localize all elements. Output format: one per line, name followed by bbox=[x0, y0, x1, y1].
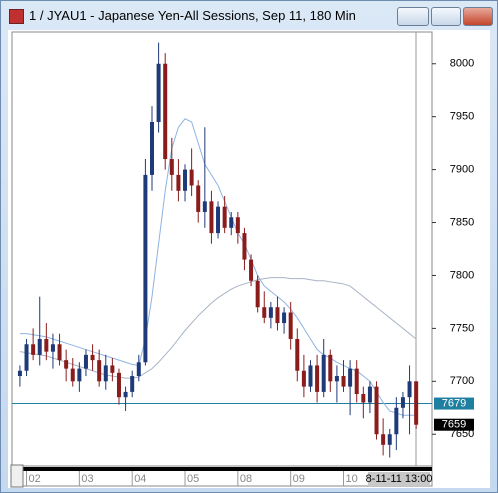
last-price-label: 7659 bbox=[442, 419, 466, 431]
candle-body bbox=[136, 362, 141, 377]
candle-body bbox=[381, 434, 386, 445]
candle-body bbox=[242, 233, 247, 260]
candle-body bbox=[90, 354, 95, 361]
candle-body bbox=[282, 312, 287, 324]
candle-body bbox=[17, 370, 22, 377]
candle-body bbox=[400, 397, 405, 408]
candle-body bbox=[367, 386, 372, 403]
y-tick-label: 8000 bbox=[450, 58, 474, 70]
candle-body bbox=[156, 63, 161, 122]
candle-body bbox=[275, 307, 280, 324]
y-tick-label: 7950 bbox=[450, 111, 474, 123]
candle-body bbox=[150, 121, 154, 175]
reference-label-box bbox=[434, 397, 474, 410]
candle-body bbox=[176, 174, 181, 191]
candle-body bbox=[334, 376, 339, 382]
candle-body bbox=[110, 365, 115, 373]
x-tick-label: 03 bbox=[81, 473, 93, 485]
plot-area bbox=[11, 31, 433, 467]
y-tick-label: 7750 bbox=[450, 322, 474, 334]
y-tick-label: 7700 bbox=[450, 375, 474, 387]
candle-body bbox=[50, 344, 55, 352]
x-tick-label: 05 bbox=[187, 473, 199, 485]
candle-body bbox=[64, 360, 69, 369]
last-price-box bbox=[434, 418, 474, 431]
candle-body bbox=[328, 354, 333, 382]
candle-body bbox=[143, 174, 148, 363]
candle-body bbox=[348, 368, 353, 387]
candle-body bbox=[361, 394, 366, 403]
candle-body bbox=[414, 381, 419, 425]
candle-body bbox=[24, 344, 29, 371]
candle-body bbox=[268, 307, 273, 318]
candle-body bbox=[288, 312, 293, 339]
y-tick-label: 7850 bbox=[450, 216, 474, 228]
candle-body bbox=[183, 169, 188, 191]
candle-body bbox=[235, 217, 240, 234]
candle-body bbox=[37, 338, 42, 355]
minimize-button[interactable] bbox=[397, 7, 429, 26]
candle-body bbox=[295, 338, 300, 371]
candle-body bbox=[262, 307, 267, 318]
x-tick-label: 08 bbox=[240, 473, 252, 485]
cursor-label: 8-11-11 13:00 bbox=[366, 473, 433, 485]
x-tick-label: 10 bbox=[346, 473, 358, 485]
x-tick-label: 09 bbox=[293, 473, 305, 485]
candle-body bbox=[130, 376, 135, 392]
candle-body bbox=[315, 365, 320, 392]
window-icon bbox=[9, 9, 24, 24]
candle-body bbox=[103, 365, 108, 382]
x-tick-label: 04 bbox=[134, 473, 146, 485]
candle-body bbox=[202, 201, 207, 212]
close-button[interactable] bbox=[463, 7, 493, 26]
candle-body bbox=[321, 354, 326, 392]
candle-body bbox=[116, 372, 121, 398]
candle-body bbox=[83, 354, 88, 369]
cursor-label-box bbox=[368, 472, 430, 486]
candle-body bbox=[407, 381, 412, 398]
candle-body bbox=[44, 338, 49, 352]
chart: 8-11-11 13:00 7650 7700 7750 7800 7850 7900 79… bbox=[8, 30, 490, 488]
candle-body bbox=[301, 370, 306, 387]
reference-label: 7679 bbox=[442, 397, 466, 409]
candle-body bbox=[341, 376, 346, 387]
candle-body bbox=[216, 206, 221, 234]
candle-body bbox=[255, 280, 260, 308]
candle-body bbox=[209, 201, 214, 234]
candle-body bbox=[169, 159, 174, 175]
candle-body bbox=[308, 365, 313, 387]
candle-body bbox=[222, 206, 227, 228]
candle-body bbox=[374, 386, 379, 435]
maximize-button[interactable] bbox=[431, 7, 461, 26]
candle-body bbox=[387, 434, 392, 445]
y-tick-label: 7900 bbox=[450, 164, 474, 176]
y-tick-label: 7650 bbox=[450, 428, 474, 440]
candle-body bbox=[189, 169, 194, 186]
candle-body bbox=[354, 368, 359, 395]
y-tick-label: 7800 bbox=[450, 269, 474, 281]
candle-body bbox=[123, 391, 128, 398]
candle-body bbox=[394, 407, 399, 435]
x-tick-label: 02 bbox=[29, 473, 41, 485]
candle-body bbox=[77, 368, 82, 382]
scroll-box[interactable] bbox=[10, 464, 24, 488]
candle-body bbox=[97, 360, 102, 382]
window-title: 1 / JYAU1 - Japanese Yen-All Sessions, S… bbox=[29, 8, 356, 23]
candle-body bbox=[57, 344, 62, 361]
time-band bbox=[12, 467, 432, 471]
candle-body bbox=[249, 259, 254, 281]
candle-body bbox=[70, 368, 75, 382]
candle-body bbox=[31, 344, 36, 355]
candle-body bbox=[229, 217, 234, 228]
candle-body bbox=[163, 63, 168, 160]
candle-body bbox=[196, 185, 201, 212]
